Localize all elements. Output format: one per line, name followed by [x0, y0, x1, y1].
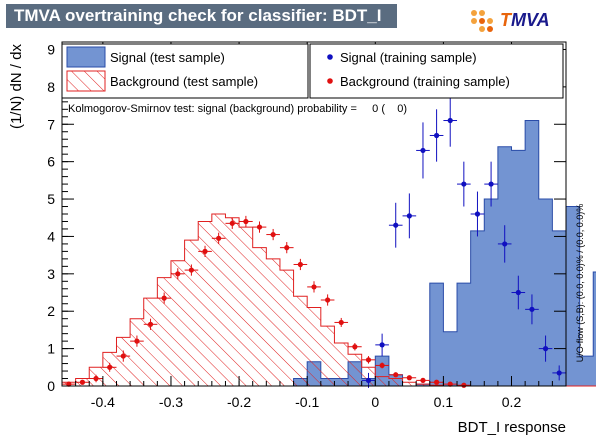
y-tick-label: 3: [47, 266, 55, 282]
overflow-note: U/O-flow (S,B): (0.0, 0.0)% / (0.0, 0.0)…: [575, 204, 585, 363]
background-train-point: [93, 375, 99, 382]
legend-label-signal-train: Signal (training sample): [340, 50, 477, 65]
signal-train-point: [461, 181, 467, 187]
legend-label-background-train: Background (training sample): [340, 74, 510, 89]
y-tick-label: 0: [47, 378, 55, 394]
background-train-point: [66, 381, 72, 387]
logo-text: TMVA: [500, 8, 550, 32]
legend-box-right: [309, 43, 564, 99]
signal-train-point: [474, 211, 481, 217]
background-train-point: [120, 353, 126, 359]
background-train-point: [406, 375, 412, 381]
background-train-point: [325, 297, 331, 303]
x-tick-label: -0.1: [295, 394, 319, 410]
x-axis-label: BDT_I response: [458, 419, 566, 436]
signal-train-point: [515, 289, 521, 296]
legend-marker-signal-train: [327, 54, 333, 60]
x-tick-label: -0.2: [227, 394, 251, 410]
signal-train-point: [420, 147, 426, 154]
y-tick-label: 6: [47, 154, 55, 170]
background-train-point: [338, 319, 344, 326]
y-tick-label: 8: [47, 79, 55, 95]
logo-text-prefix: T: [500, 10, 511, 30]
background-train-point: [297, 261, 303, 268]
background-train-point: [243, 218, 249, 225]
legend-swatch-background-test: [66, 70, 106, 92]
y-tick-label: 2: [47, 303, 55, 319]
legend-label-background-test: Background (test sample): [110, 74, 258, 89]
background-train-point: [107, 364, 113, 370]
background-train-point: [270, 231, 276, 238]
y-tick-label: 4: [47, 228, 55, 244]
x-tick-label: -0.3: [159, 394, 183, 410]
background-train-point: [161, 295, 167, 301]
x-tick-label: 0: [371, 394, 379, 410]
background-train-point: [433, 379, 440, 385]
background-train-point: [379, 362, 385, 369]
legend-marker-background-train: [327, 78, 333, 84]
x-tick-label: 0.1: [434, 394, 454, 410]
x-tick-label: 0.2: [502, 394, 522, 410]
signal-train-point: [406, 213, 412, 219]
signal-train-point: [393, 222, 399, 228]
chart-title: TMVA overtraining check for classifier: …: [6, 4, 397, 28]
background-train-point: [352, 344, 358, 350]
signal-train-point: [447, 117, 453, 124]
signal-train-point: [556, 370, 562, 376]
background-train-point: [256, 224, 263, 230]
signal-train-point: [379, 342, 385, 348]
background-train-point: [79, 379, 86, 385]
y-tick-label: 7: [47, 116, 55, 132]
background-train-point: [447, 381, 453, 387]
background-train-point: [420, 377, 426, 383]
signal-train-point: [502, 241, 508, 247]
background-train-point: [393, 372, 399, 378]
y-tick-label: 1: [47, 341, 55, 357]
background-train-point: [284, 245, 290, 251]
background-train-point: [175, 271, 181, 277]
logo-dots-icon: [471, 10, 493, 32]
background-train-point: [311, 284, 317, 290]
signal-train-point: [433, 132, 440, 139]
signal-train-point: [365, 377, 372, 383]
ks-test-text: Kolmogorov-Smirnov test: signal (backgro…: [68, 103, 407, 115]
background-train-point: [216, 235, 222, 241]
y-tick-label: 9: [47, 41, 55, 57]
signal-train-point: [529, 306, 535, 312]
background-train-point: [202, 248, 208, 254]
y-tick-label: 5: [47, 191, 55, 207]
background-train-point: [461, 382, 467, 388]
logo-text-suffix: MVA: [511, 10, 550, 30]
background-train-point: [147, 321, 154, 327]
signal-train-point: [488, 181, 494, 187]
legend-swatch-signal-test: [66, 46, 106, 68]
signal-train-point: [542, 346, 549, 352]
legend-label-signal-test: Signal (test sample): [110, 50, 225, 65]
background-train-point: [229, 220, 235, 226]
tmva-logo: TMVA: [470, 7, 590, 33]
background-train-point: [188, 267, 195, 273]
y-axis-label: (1/N) dN / dx: [8, 44, 25, 130]
background-train-point: [365, 357, 372, 363]
background-train-point: [134, 338, 140, 344]
x-tick-label: -0.4: [91, 394, 115, 410]
